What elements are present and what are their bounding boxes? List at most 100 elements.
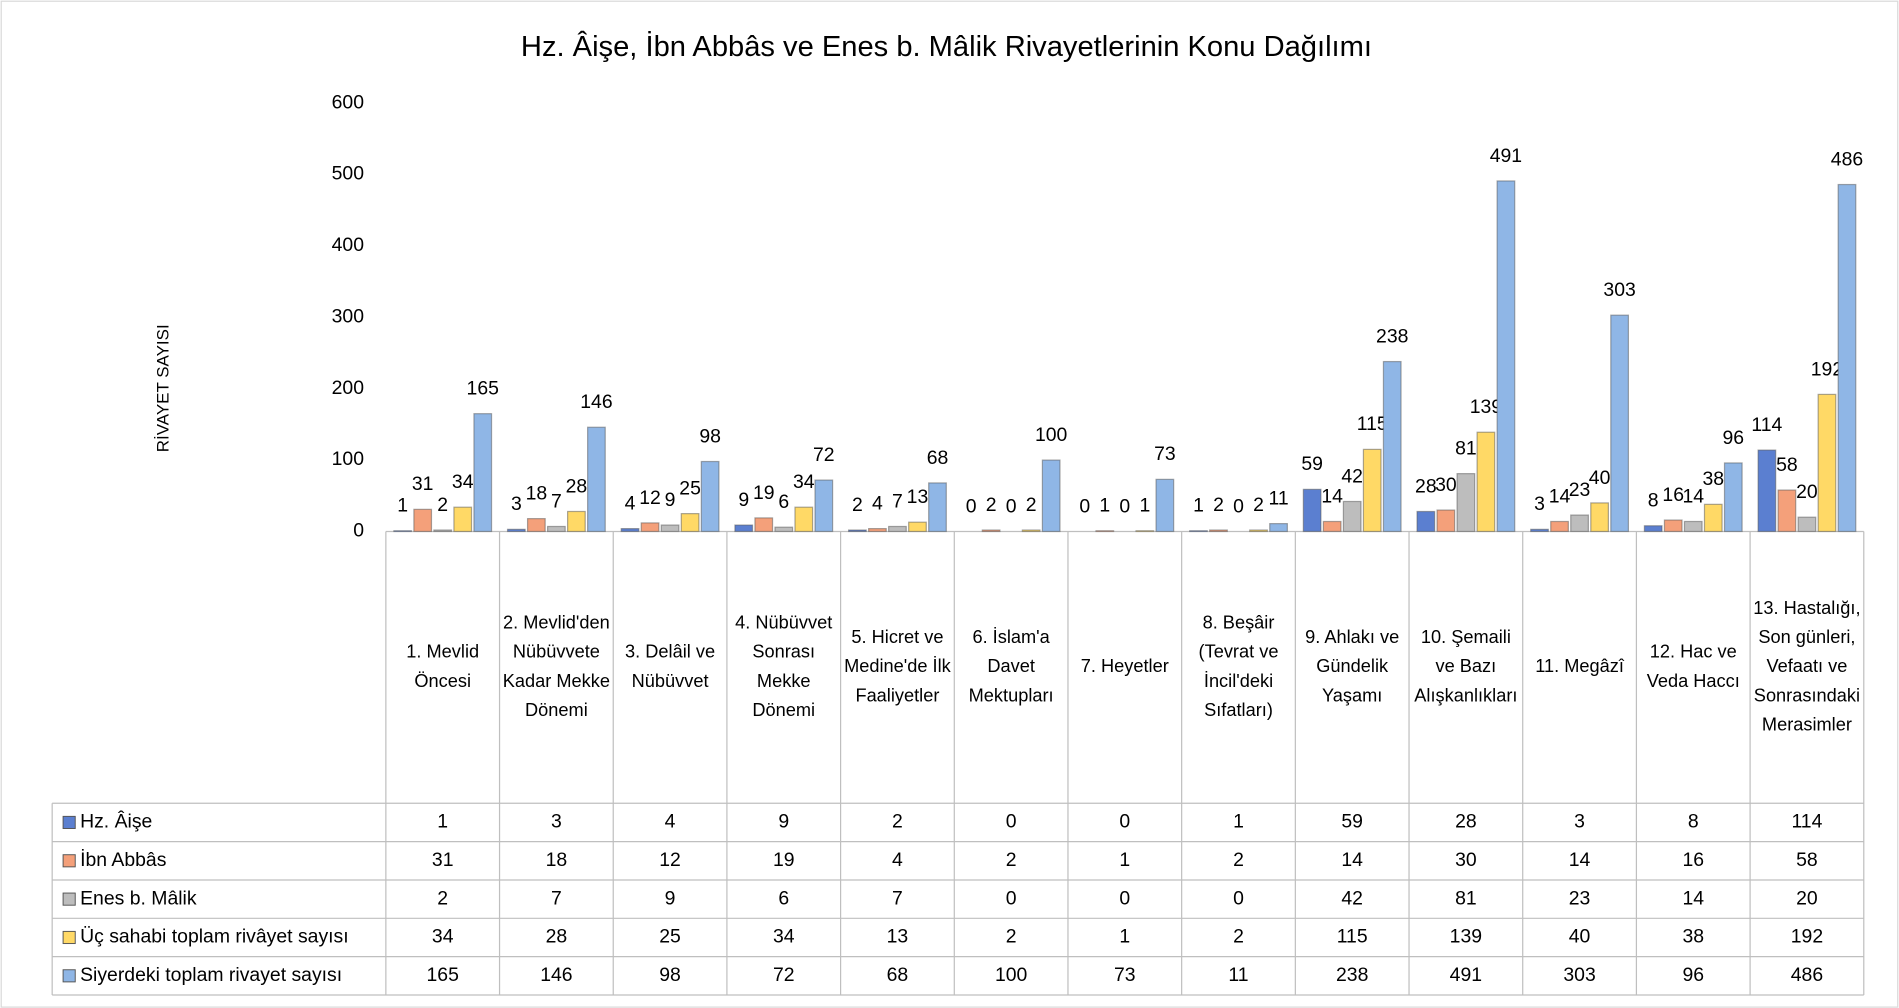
table-value: 3	[551, 811, 562, 833]
data-label: 34	[793, 471, 815, 493]
data-label: 28	[566, 475, 588, 497]
bar	[506, 528, 526, 533]
bar	[413, 508, 433, 533]
legend-label: Enes b. Mâlik	[80, 887, 197, 909]
table-value: 7	[551, 887, 562, 909]
data-label: 14	[1321, 485, 1343, 507]
bar	[908, 521, 927, 533]
data-label: 238	[1376, 325, 1408, 347]
data-label: 13	[907, 486, 929, 508]
y-tick-label: 200	[332, 377, 365, 399]
y-tick-label: 0	[353, 520, 364, 542]
bar	[1189, 530, 1208, 533]
category-label: 10. Şemaili ve Bazı Alışkanlıkları	[1414, 627, 1518, 707]
bar	[526, 518, 546, 533]
table-value: 28	[1455, 811, 1477, 833]
category-label: 9. Ahlakı ve Gündelik Yaşamı	[1305, 627, 1400, 707]
data-label: 303	[1603, 279, 1635, 301]
data-label: 72	[813, 444, 835, 466]
table-value: 7	[892, 887, 903, 909]
bar	[1302, 488, 1322, 533]
table-value: 114	[1791, 811, 1822, 833]
legend-swatch	[62, 969, 76, 983]
category-label: 6. İslam'a Davet Mektupları	[968, 627, 1054, 707]
table-value: 68	[887, 964, 909, 986]
bar	[620, 528, 640, 533]
data-label: 38	[1702, 468, 1724, 490]
data-label: 1	[1193, 495, 1204, 517]
table-value: 73	[1114, 964, 1136, 986]
data-label: 115	[1357, 413, 1388, 435]
bar	[1590, 502, 1609, 533]
data-label: 7	[551, 490, 562, 512]
bar	[433, 529, 453, 533]
table-value: 2	[1006, 849, 1017, 871]
data-label: 16	[1662, 484, 1684, 506]
category-label: 13. Hastalığı, Son günleri, Vefaatı ve S…	[1753, 598, 1861, 736]
table-value: 238	[1336, 964, 1368, 986]
data-label: 1	[397, 495, 408, 517]
legend-swatch	[62, 930, 76, 945]
table-value: 58	[1796, 849, 1818, 871]
data-label: 8	[1648, 490, 1659, 512]
bar	[928, 482, 947, 533]
data-label: 146	[580, 391, 612, 413]
table-value: 1	[437, 811, 448, 833]
table-value: 9	[778, 811, 789, 833]
data-label: 58	[1776, 454, 1798, 476]
data-label: 2	[1026, 494, 1037, 516]
y-tick-label: 400	[332, 234, 365, 256]
bar	[1041, 459, 1061, 533]
table-value: 14	[1569, 849, 1591, 871]
table-value: 8	[1688, 811, 1699, 833]
bar	[1643, 525, 1663, 533]
data-label: 25	[679, 477, 701, 499]
data-label: 73	[1154, 443, 1176, 465]
bar	[546, 525, 566, 533]
data-label: 491	[1490, 145, 1522, 167]
bar	[1382, 360, 1402, 533]
table-value: 14	[1341, 849, 1363, 871]
data-label: 59	[1301, 453, 1323, 475]
table-value: 96	[1682, 964, 1704, 986]
legend-label: İbn Abbâs	[80, 848, 166, 871]
table-value: 30	[1455, 849, 1477, 871]
table-value: 491	[1450, 964, 1482, 986]
table-value: 3	[1574, 811, 1585, 833]
category-label: 12. Hac ve Veda Haccı	[1646, 641, 1740, 692]
data-label: 19	[753, 482, 775, 504]
table-value: 72	[773, 964, 795, 986]
data-label: 4	[872, 492, 883, 514]
table-value: 19	[773, 849, 795, 871]
data-label: 2	[986, 494, 997, 516]
data-label: 28	[1415, 475, 1437, 497]
bar	[1135, 530, 1155, 533]
table-value: 1	[1233, 811, 1244, 833]
data-label: 0	[1006, 495, 1017, 517]
data-label: 1	[1139, 495, 1150, 517]
data-label: 0	[1233, 495, 1244, 517]
bar	[1837, 183, 1857, 533]
table-value: 192	[1791, 926, 1823, 948]
table-value: 1	[1119, 926, 1130, 948]
y-axis-label: RİVAYET SAYISI	[153, 324, 172, 452]
chart-title: Hz. Âişe, İbn Abbâs ve Enes b. Mâlik Riv…	[521, 30, 1372, 63]
category-label: 3. Delâil ve Nübüvvet	[625, 641, 716, 692]
data-label: 30	[1435, 474, 1457, 496]
table-value: 303	[1563, 964, 1595, 986]
bar	[640, 522, 660, 533]
data-label: 486	[1831, 148, 1863, 170]
data-label: 2	[437, 494, 448, 516]
bar	[393, 530, 413, 533]
table-value: 38	[1682, 926, 1704, 948]
table-value: 0	[1233, 887, 1244, 909]
bar	[1777, 489, 1797, 533]
data-label: 23	[1569, 479, 1591, 501]
table-value: 0	[1119, 811, 1130, 833]
table-value: 0	[1006, 811, 1017, 833]
data-label: 14	[1682, 485, 1704, 507]
table-value: 25	[659, 926, 681, 948]
table-value: 6	[778, 887, 789, 909]
data-label: 6	[778, 491, 789, 513]
